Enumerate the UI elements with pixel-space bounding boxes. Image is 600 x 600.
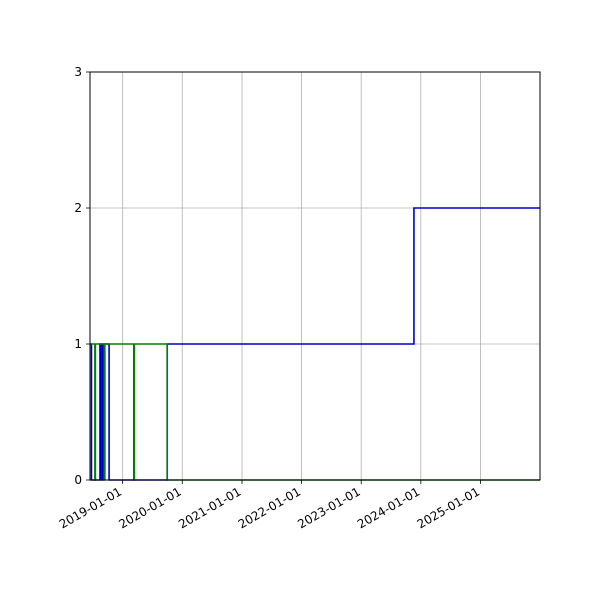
plot-frame [89, 71, 541, 481]
y-tick-label: 1 [74, 337, 82, 351]
y-tick-label: 3 [74, 65, 82, 79]
y-tick-label: 0 [74, 473, 82, 487]
y-tick-label: 2 [74, 201, 82, 215]
